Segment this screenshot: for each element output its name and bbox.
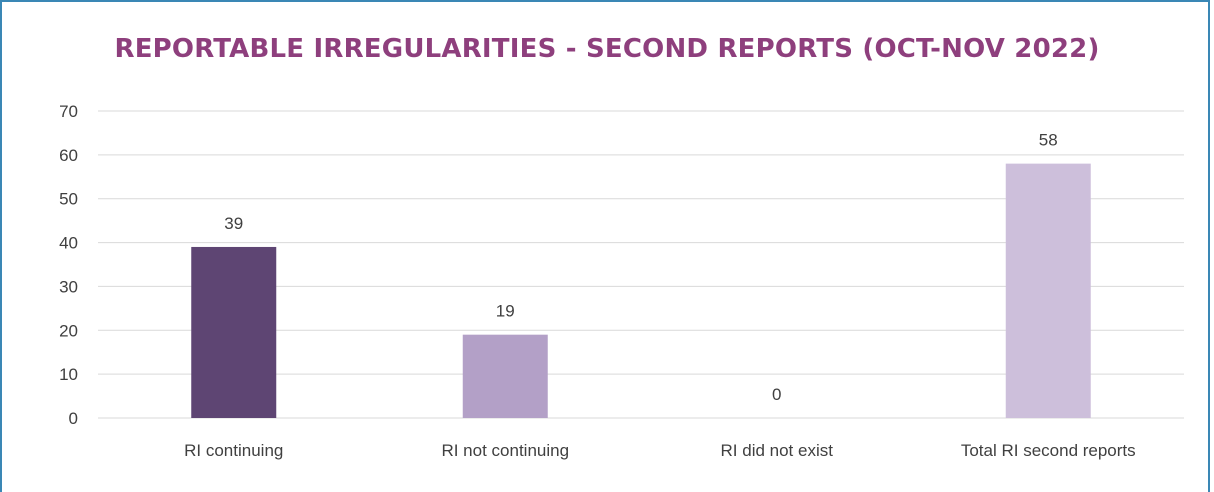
y-tick-label: 10 — [59, 365, 78, 384]
data-label: 0 — [772, 385, 781, 404]
y-tick-label: 70 — [59, 102, 78, 121]
data-label: 58 — [1039, 131, 1058, 150]
x-category-label: Total RI second reports — [961, 441, 1136, 460]
data-label: 39 — [224, 214, 243, 233]
x-category-label: RI did not exist — [721, 441, 834, 460]
chart-title: REPORTABLE IRREGULARITIES - SECOND REPOR… — [114, 34, 1100, 64]
data-labels: 39 19 0 58 — [224, 131, 1057, 404]
x-category-label: RI not continuing — [441, 441, 569, 460]
y-tick-label: 50 — [59, 190, 78, 209]
y-axis: 0 10 20 30 40 50 60 70 — [59, 102, 78, 428]
bar-total-ri-second-reports — [1005, 163, 1091, 418]
y-tick-label: 20 — [59, 321, 78, 340]
x-axis: RI continuing RI not continuing RI did not… — [184, 441, 1136, 460]
y-tick-label: 60 — [59, 146, 78, 165]
y-tick-label: 30 — [59, 277, 78, 296]
bars — [191, 163, 1091, 418]
x-category-label: RI continuing — [184, 441, 283, 460]
bar-ri-continuing — [191, 246, 277, 418]
data-label: 19 — [496, 302, 515, 321]
bar-ri-not-continuing — [462, 334, 548, 418]
y-tick-label: 40 — [59, 234, 78, 253]
gridlines — [98, 110, 1184, 419]
y-tick-label: 0 — [69, 409, 78, 428]
